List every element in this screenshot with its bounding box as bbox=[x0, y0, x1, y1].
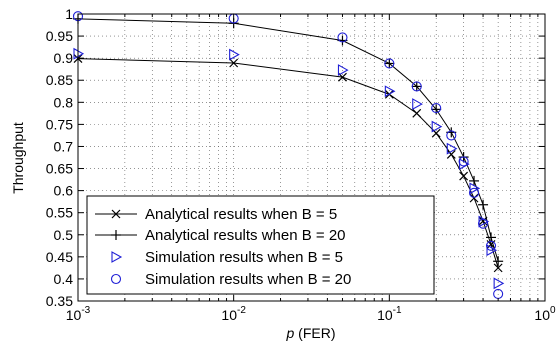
y-tick-label: 0.9 bbox=[54, 50, 74, 66]
marker-+ bbox=[111, 230, 121, 240]
marker-triangle-right bbox=[384, 85, 396, 98]
series-lines bbox=[77, 18, 499, 269]
series-markers bbox=[72, 11, 505, 299]
marker-stroke bbox=[338, 72, 347, 82]
marker-triangle-right bbox=[486, 244, 498, 257]
y-tick-label: 0.4 bbox=[54, 271, 74, 287]
marker-circle bbox=[468, 187, 480, 198]
marker-circle bbox=[485, 240, 497, 251]
marker-x bbox=[229, 58, 239, 68]
marker-circle bbox=[411, 81, 422, 92]
marker-x bbox=[459, 171, 469, 181]
marker-+ bbox=[469, 175, 480, 186]
marker-triangle-right bbox=[431, 120, 443, 133]
series-line-1 bbox=[77, 18, 499, 262]
legend-label-simulation-b5: Simulation results when B = 5 bbox=[145, 249, 343, 266]
marker-triangle-right bbox=[412, 98, 423, 111]
x-tick-label: 10-3 bbox=[66, 305, 91, 323]
x-tick-label: 10-2 bbox=[221, 305, 246, 323]
marker-circle bbox=[337, 32, 348, 43]
y-tick-label: 0.8 bbox=[54, 94, 74, 110]
marker-circle bbox=[110, 273, 122, 285]
marker-x bbox=[478, 216, 488, 226]
x-tick-label: 10-1 bbox=[377, 305, 402, 323]
marker-+ bbox=[478, 199, 489, 210]
y-tick-label: 0.75 bbox=[46, 116, 73, 132]
marker-triangle-right bbox=[469, 182, 481, 195]
marker-triangle-right bbox=[493, 277, 505, 290]
marker-stroke bbox=[229, 58, 239, 68]
x-tick-label: 100 bbox=[534, 305, 556, 323]
axis-ticks bbox=[78, 13, 545, 302]
y-tick-labels: 0.35 0.4 0.45 0.5 0.55 0.6 0.65 0.7 0.75 0.8 0.85 0… bbox=[46, 6, 73, 309]
x-axis-title: p (FER) bbox=[285, 325, 335, 341]
marker-x bbox=[111, 209, 121, 219]
marker-+ bbox=[384, 58, 395, 69]
y-tick-label: 0.7 bbox=[54, 138, 74, 154]
marker-triangle-right bbox=[446, 142, 458, 155]
marker-x bbox=[469, 193, 479, 203]
y-tick-label: 0.35 bbox=[46, 293, 73, 309]
marker-+ bbox=[493, 256, 504, 267]
marker-stroke bbox=[446, 149, 456, 159]
y-tick-label: 1 bbox=[65, 6, 73, 22]
marker-stroke bbox=[111, 209, 121, 219]
marker-+ bbox=[486, 232, 497, 243]
y-tick-label: 0.5 bbox=[54, 227, 74, 243]
x-tick-labels: 10-3 10-2 10-1 100 bbox=[66, 305, 556, 323]
marker-x bbox=[493, 263, 503, 273]
y-tick-label: 0.85 bbox=[46, 72, 73, 88]
marker-triangle-right bbox=[337, 64, 349, 77]
legend-label-simulation-b20: Simulation results when B = 20 bbox=[145, 271, 351, 288]
y-tick-label: 0.45 bbox=[46, 249, 73, 265]
plot-frame bbox=[77, 13, 546, 302]
marker-circle bbox=[458, 156, 469, 167]
marker-triangle-right bbox=[111, 251, 123, 263]
marker-x bbox=[446, 149, 456, 159]
y-axis-title: Throughput bbox=[10, 122, 26, 194]
legend-samples bbox=[95, 209, 137, 285]
marker-stroke bbox=[459, 171, 469, 181]
marker-x bbox=[412, 108, 422, 118]
marker-stroke bbox=[469, 193, 479, 203]
legend: Analytical results when B = 5 Analytical… bbox=[86, 195, 435, 295]
legend-label-analytical-b20: Analytical results when B = 20 bbox=[145, 227, 346, 244]
marker-stroke bbox=[431, 128, 441, 138]
marker-stroke bbox=[493, 263, 503, 273]
legend-label-analytical-b5: Analytical results when B = 5 bbox=[145, 206, 337, 223]
series-line-0 bbox=[77, 58, 499, 269]
marker-circle bbox=[384, 58, 395, 69]
y-tick-label: 0.65 bbox=[46, 161, 73, 177]
legend-box bbox=[86, 195, 435, 295]
marker-triangle-right bbox=[229, 48, 240, 61]
y-tick-label: 0.6 bbox=[54, 183, 74, 199]
marker-circle bbox=[431, 102, 442, 114]
y-tick-label: 0.95 bbox=[46, 28, 73, 44]
marker-circle bbox=[478, 218, 489, 229]
marker-stroke bbox=[412, 108, 422, 118]
marker-+ bbox=[411, 81, 422, 92]
y-tick-label: 0.55 bbox=[46, 205, 73, 221]
marker-stroke bbox=[478, 216, 488, 226]
marker-circle bbox=[446, 130, 457, 141]
